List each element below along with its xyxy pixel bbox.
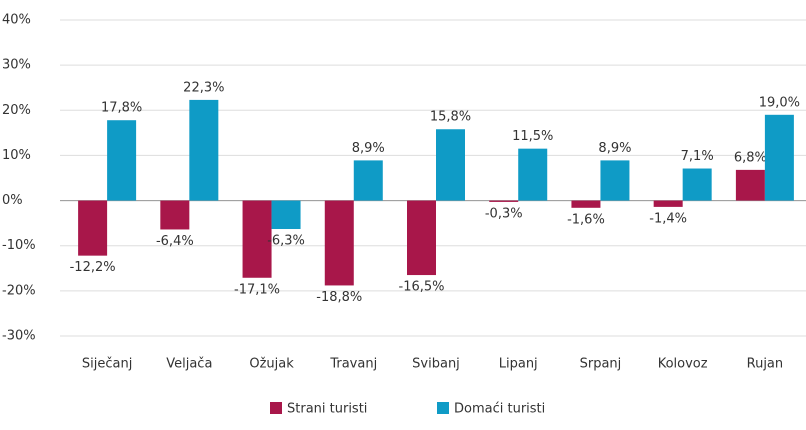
bar xyxy=(160,200,190,230)
bar xyxy=(78,200,108,256)
data-label: -6,4% xyxy=(156,234,194,249)
y-tick-label: -20% xyxy=(2,283,36,298)
bar xyxy=(271,200,301,230)
y-tick-label: 0% xyxy=(2,193,23,208)
x-tick-label: Veljača xyxy=(166,357,212,372)
data-label: -17,1% xyxy=(234,282,280,297)
x-tick-label: Srpanj xyxy=(580,357,622,372)
data-label: 6,8% xyxy=(734,150,767,165)
data-label: 15,8% xyxy=(430,110,471,125)
data-label: -6,3% xyxy=(267,234,305,249)
bar xyxy=(571,200,601,208)
data-label: 7,1% xyxy=(681,149,714,164)
data-label: -18,8% xyxy=(316,290,362,305)
bar xyxy=(353,160,383,201)
bar xyxy=(107,120,137,201)
legend-label: Domaći turisti xyxy=(454,402,545,417)
x-tick-label: Lipanj xyxy=(499,357,538,372)
bar xyxy=(489,200,519,202)
y-tick-label: -10% xyxy=(2,238,36,253)
x-tick-label: Svibanj xyxy=(412,357,460,372)
data-label: 22,3% xyxy=(183,80,224,95)
legend-label: Strani turisti xyxy=(287,402,367,417)
data-label: 17,8% xyxy=(101,101,142,116)
y-tick-label: 30% xyxy=(2,58,31,73)
bar xyxy=(735,169,765,201)
data-label: 8,9% xyxy=(352,141,385,156)
x-tick-label: Ožujak xyxy=(249,357,294,372)
bar xyxy=(518,148,548,201)
data-label: 11,5% xyxy=(512,129,553,144)
data-label: -1,6% xyxy=(567,212,605,227)
data-label: -1,4% xyxy=(649,211,687,226)
y-tick-label: 10% xyxy=(2,148,31,163)
x-tick-label: Siječanj xyxy=(82,357,132,372)
x-tick-label: Kolovoz xyxy=(658,357,708,372)
legend-swatch xyxy=(437,402,449,414)
legend-swatch xyxy=(270,402,282,414)
y-tick-label: 40% xyxy=(2,13,31,28)
bar xyxy=(600,160,630,201)
y-tick-label: 20% xyxy=(2,103,31,118)
bar xyxy=(764,114,794,201)
x-tick-label: Rujan xyxy=(747,357,784,372)
bar xyxy=(682,168,712,201)
data-label: -0,3% xyxy=(485,206,523,221)
bar xyxy=(436,129,465,201)
bar xyxy=(407,200,436,276)
bar xyxy=(189,99,219,201)
y-tick-label: -30% xyxy=(2,329,36,344)
data-label: 19,0% xyxy=(759,95,800,110)
bar xyxy=(324,200,354,286)
data-label: -12,2% xyxy=(70,260,116,275)
bar xyxy=(653,200,683,207)
data-label: 8,9% xyxy=(598,141,631,156)
x-tick-label: Travanj xyxy=(329,357,377,372)
data-label: -16,5% xyxy=(399,280,445,295)
bar xyxy=(242,200,272,278)
